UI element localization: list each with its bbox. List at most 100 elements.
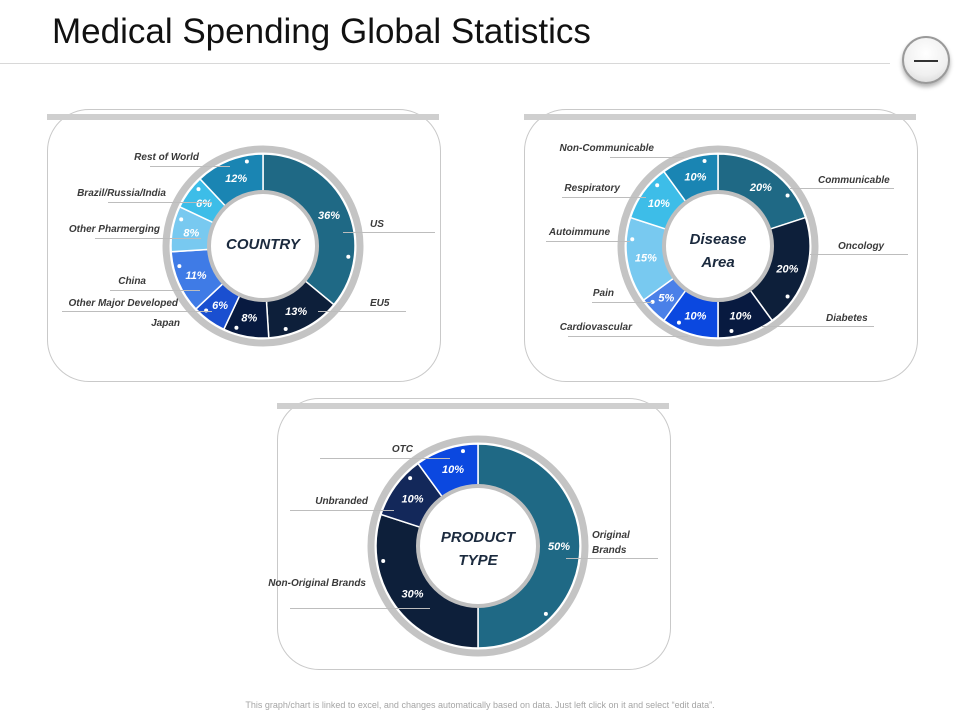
slice-marker-us: [346, 254, 351, 259]
leader-brazil-russia-india: [108, 202, 212, 203]
slice-marker-respiratory: [655, 183, 660, 188]
slice-value-japan: 8%: [241, 313, 257, 325]
country-donut: 36% 13% 8% 6% 11% 8% 6% 12%: [162, 145, 364, 347]
label-otc: OTC: [391, 444, 413, 455]
label-other-pharmerging: Other Pharmerging: [68, 224, 160, 235]
slice-value-brazil-russia-india: 6%: [196, 198, 212, 210]
donut-hole: [416, 484, 540, 608]
leader-other-pharmerging: [95, 238, 201, 239]
donut-hole: [662, 190, 774, 302]
label-communicable: Communicable: [818, 175, 890, 186]
label-original-brands: Original Brands: [592, 530, 630, 556]
label-brazil-russia-india: Brazil/Russia/India: [77, 188, 166, 199]
label-cardiovascular: Cardiovascular: [559, 322, 632, 333]
donut-hole: [207, 190, 319, 302]
leader-original-brands: [566, 558, 658, 559]
slice-marker-diabetes: [729, 328, 734, 333]
slice-marker-rest-of-world: [244, 159, 249, 164]
title-divider: [0, 63, 890, 64]
leader-non-original-brands: [290, 608, 430, 609]
disease-area-center-line-1: Disease: [689, 231, 747, 248]
leader-unbranded: [290, 510, 394, 511]
donut-outer-ring: [162, 145, 364, 347]
slice-marker-cardiovascular: [676, 320, 681, 325]
slice-marker-original-brands: [543, 611, 548, 616]
minus-button[interactable]: [902, 36, 950, 84]
slice-value-diabetes: 10%: [730, 310, 752, 322]
label-eu5: EU5: [370, 298, 390, 309]
slice-marker-unbranded: [408, 476, 413, 481]
leader-non-communicable: [610, 157, 684, 158]
leader-pain: [592, 302, 652, 303]
label-oncology: Oncology: [838, 241, 885, 252]
product-type-panel-bar: [277, 403, 669, 409]
label-unbranded: Unbranded: [315, 496, 368, 507]
label-autoimmune: Autoimmune: [548, 227, 610, 238]
leader-otc: [320, 458, 450, 459]
slice-value-non-communicable: 10%: [684, 172, 706, 184]
product-type-donut: 50% 30% 10% 10%: [367, 435, 589, 657]
slice-value-oncology: 20%: [775, 264, 798, 276]
label-non-communicable: Non-Communicable: [559, 143, 654, 154]
slice-marker-otc: [460, 449, 465, 454]
label-japan: Japan: [151, 318, 180, 329]
label-other-major-developed: Other Major Developed: [68, 298, 178, 309]
disease-area-center-label: Disease Area: [658, 228, 778, 274]
label-diabetes: Diabetes: [826, 313, 868, 324]
minus-icon: [914, 60, 938, 62]
slice-marker-japan: [234, 325, 239, 330]
slice-value-china: 11%: [185, 270, 206, 282]
slice-marker-brazil-russia-india: [196, 187, 201, 192]
product-type-center-label: PRODUCT TYPE: [418, 526, 538, 572]
label-pain: Pain: [592, 288, 614, 299]
product-type-center-line-1: PRODUCT: [440, 529, 516, 546]
slice-value-autoimmune: 15%: [635, 252, 657, 264]
label-china: China: [118, 276, 146, 287]
country-panel-bar: [47, 114, 439, 120]
slice-value-pain: 5%: [658, 293, 674, 305]
page-title: Medical Spending Global Statistics: [52, 12, 591, 51]
slice-value-otc: 10%: [442, 464, 464, 476]
donut-outer-ring: [367, 435, 589, 657]
leader-diabetes: [762, 326, 874, 327]
slice-value-other-pharmerging: 8%: [183, 227, 199, 239]
leader-rest-of-world: [150, 166, 230, 167]
slice-value-communicable: 20%: [749, 182, 772, 194]
slice-marker-oncology: [785, 294, 790, 299]
slice-value-eu5: 13%: [285, 306, 307, 318]
leader-cardiovascular: [568, 336, 688, 337]
slice-value-original-brands: 50%: [548, 541, 570, 553]
slice-value-respiratory: 10%: [648, 198, 670, 210]
label-non-original-brands: Non-Original Brands: [266, 576, 366, 591]
label-non-original-brands-line-1: Non-Original Brands: [268, 578, 366, 589]
leader-other-major-developed: [62, 311, 212, 312]
country-center-label: COUNTRY: [226, 236, 300, 253]
slice-value-us: 36%: [318, 210, 340, 222]
slice-value-non-original-brands: 30%: [401, 589, 423, 601]
slice-marker-non-original-brands: [381, 559, 386, 564]
donut-outer-ring: [617, 145, 819, 347]
label-rest-of-world: Rest of World: [134, 152, 199, 163]
slice-marker-eu5: [283, 326, 288, 331]
leader-eu5: [318, 311, 406, 312]
label-us: US: [370, 219, 384, 230]
slice-marker-non-communicable: [702, 159, 707, 164]
leader-china: [110, 290, 200, 291]
disease-area-donut: 20% 20% 10% 10% 5% 15% 10% 10%: [617, 145, 819, 347]
slice-value-rest-of-world: 12%: [225, 173, 247, 185]
leader-oncology: [810, 254, 908, 255]
slice-value-unbranded: 10%: [401, 493, 423, 505]
label-respiratory: Respiratory: [564, 183, 620, 194]
leader-us: [343, 232, 435, 233]
leader-autoimmune: [546, 241, 630, 242]
slice-marker-autoimmune: [630, 237, 635, 242]
product-type-center-line-2: TYPE: [458, 552, 498, 569]
leader-respiratory: [562, 197, 646, 198]
footer-note: This graph/chart is linked to excel, and…: [245, 700, 715, 710]
slice-marker-communicable: [785, 193, 790, 198]
disease-area-panel-bar: [524, 114, 916, 120]
leader-communicable: [790, 188, 894, 189]
disease-area-center-line-2: Area: [701, 254, 735, 271]
slice-value-other-major-developed: 6%: [212, 300, 228, 312]
slice-marker-china: [177, 264, 182, 269]
